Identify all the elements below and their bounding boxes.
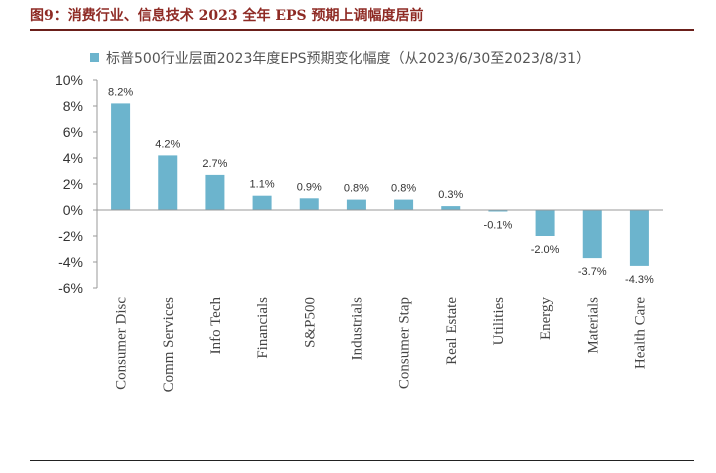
bar: [488, 210, 508, 212]
legend: 标普500行业层面2023年度EPS预期变化幅度（从2023/6/30至2023…: [90, 51, 590, 67]
y-tick-label: 4%: [63, 150, 83, 166]
data-label: -0.1%: [484, 219, 513, 231]
y-tick-label: 0%: [63, 202, 83, 218]
y-tick-label: -4%: [58, 254, 83, 270]
y-axis: -6% -4% -2% 0% 2% 4% 6% 8% 10%: [55, 72, 98, 296]
x-tick-label: Energy: [538, 297, 554, 341]
y-tick-label: 8%: [63, 98, 83, 114]
data-label: -4.3%: [625, 274, 654, 286]
y-tick-label: -2%: [58, 228, 83, 244]
data-label: 2.7%: [202, 158, 227, 170]
y-tick-label: 6%: [63, 124, 83, 140]
x-tick-label: S&P500: [302, 297, 318, 348]
legend-swatch: [90, 53, 99, 62]
y-tick-label: 2%: [63, 176, 83, 192]
bar: [158, 155, 178, 210]
bar: [629, 210, 649, 266]
data-labels: 8.2% 4.2% 2.7% 1.1% 0.9% 0.8% 0.8% 0.3% -0.1% -2.…: [108, 86, 654, 286]
data-label: 0.3%: [438, 189, 463, 201]
bar: [252, 195, 272, 210]
x-tick-label: Health Care: [632, 297, 648, 369]
data-label: 0.8%: [391, 183, 416, 195]
bar: [111, 103, 131, 210]
bar: [346, 199, 366, 210]
title-rule: [30, 29, 694, 31]
data-label: 1.1%: [250, 179, 275, 191]
bars: [111, 103, 649, 266]
data-label: 0.8%: [344, 183, 369, 195]
y-tick-label: -6%: [58, 280, 83, 296]
x-tick-label: Financials: [255, 297, 271, 359]
x-tick-label: Utilities: [491, 297, 507, 345]
x-tick-label: Consumer Stap: [397, 297, 413, 389]
bar: [205, 174, 225, 210]
x-tick-label: Materials: [585, 297, 601, 354]
x-tick-label: Info Tech: [208, 297, 224, 355]
x-tick-label: Consumer Disc: [114, 297, 130, 390]
data-label: -3.7%: [578, 266, 607, 278]
y-tick-label: 10%: [55, 72, 83, 88]
legend-label: 标普500行业层面2023年度EPS预期变化幅度（从2023/6/30至2023…: [106, 51, 590, 67]
bar: [535, 210, 555, 236]
bar: [299, 198, 319, 210]
figure-title: 图9：消费行业、信息技术 2023 全年 EPS 预期上调幅度居前: [30, 8, 424, 24]
x-tick-label: Real Estate: [444, 297, 460, 365]
x-axis: Consumer Disc Comm Services Info Tech Finan…: [97, 209, 663, 393]
x-tick-label: Comm Services: [161, 297, 177, 393]
footer-rule: [30, 460, 694, 461]
x-tick-label: Industrials: [349, 297, 365, 360]
bar: [394, 199, 414, 210]
data-label: -2.0%: [531, 244, 560, 256]
bar: [582, 210, 602, 259]
data-label: 8.2%: [108, 86, 133, 98]
data-label: 4.2%: [155, 138, 180, 150]
data-label: 0.9%: [297, 181, 322, 193]
bar: [441, 206, 461, 210]
